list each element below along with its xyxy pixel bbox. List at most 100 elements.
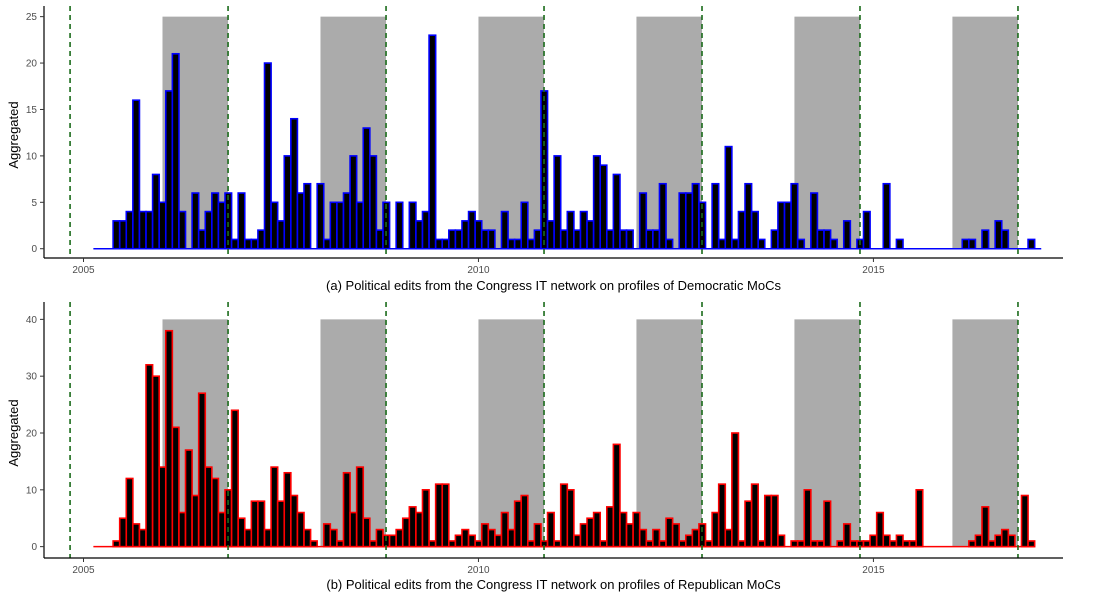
bar — [1020, 494, 1029, 548]
bar — [816, 229, 825, 250]
bar — [744, 500, 753, 548]
bar — [573, 229, 582, 250]
bar — [303, 182, 312, 250]
bar — [836, 540, 845, 548]
bar — [132, 523, 141, 548]
y-tick-label: 40 — [26, 315, 38, 326]
bar — [1000, 528, 1010, 548]
bar — [908, 540, 917, 548]
bar — [638, 528, 648, 548]
bar — [322, 238, 332, 250]
bar — [678, 540, 687, 548]
bar — [461, 220, 470, 250]
bar — [915, 489, 924, 548]
bar — [810, 540, 819, 548]
bar — [164, 90, 174, 250]
bar — [652, 528, 661, 548]
bar — [823, 500, 832, 548]
bar — [151, 173, 160, 250]
bar — [191, 192, 200, 250]
bar — [527, 540, 536, 548]
bar — [711, 182, 720, 250]
bar — [375, 528, 384, 548]
bar — [599, 164, 608, 250]
bar — [507, 528, 516, 548]
bar — [579, 210, 588, 250]
bar — [467, 210, 476, 250]
bar — [566, 489, 575, 548]
bar — [869, 534, 878, 548]
bar — [290, 494, 299, 548]
x-tick-label: 2015 — [862, 265, 885, 276]
bar — [184, 449, 193, 548]
bar — [349, 155, 358, 250]
bar — [243, 528, 253, 548]
y-tick-label: 10 — [26, 485, 38, 496]
bar — [533, 523, 542, 548]
bar — [691, 528, 700, 548]
bar — [579, 523, 588, 548]
bar — [770, 229, 779, 250]
bar — [796, 540, 806, 548]
bar — [632, 511, 641, 548]
bar — [421, 489, 430, 548]
bar — [895, 238, 904, 250]
bar — [684, 192, 694, 250]
bar — [559, 229, 569, 250]
bar — [197, 392, 207, 548]
bar — [592, 511, 602, 548]
y-axis-title: Aggregated — [6, 399, 21, 466]
bar — [230, 238, 239, 250]
bar — [243, 238, 253, 250]
bar — [171, 426, 180, 548]
bar — [217, 201, 226, 250]
bar — [994, 220, 1003, 250]
bar — [553, 155, 562, 250]
bar — [638, 192, 648, 250]
x-tick-label: 2005 — [72, 565, 95, 576]
bar — [599, 540, 608, 548]
bar — [717, 238, 727, 250]
bar — [770, 494, 779, 548]
bar — [566, 210, 575, 250]
bar — [178, 210, 187, 250]
bar — [434, 238, 444, 250]
bar — [994, 534, 1003, 548]
shaded-period — [478, 319, 545, 547]
bar — [513, 238, 523, 250]
bar — [1027, 238, 1036, 250]
bar — [842, 523, 852, 548]
bar — [349, 511, 358, 548]
bar — [454, 534, 463, 548]
bar — [263, 528, 272, 548]
bar — [895, 534, 904, 548]
bar — [441, 483, 450, 548]
bar — [434, 483, 444, 548]
bar — [586, 220, 595, 250]
bar — [487, 229, 496, 250]
bar — [902, 540, 911, 548]
bar — [448, 229, 457, 250]
bar — [112, 220, 121, 250]
bar — [500, 511, 509, 548]
bar — [112, 540, 121, 548]
bar — [757, 238, 766, 250]
bar — [494, 534, 503, 548]
bar — [658, 182, 667, 250]
bar — [605, 229, 615, 250]
bar — [448, 540, 457, 548]
bar — [546, 220, 555, 250]
bar — [612, 443, 621, 548]
bar — [711, 511, 720, 548]
bar — [171, 52, 180, 250]
bar — [1007, 534, 1016, 548]
bar — [257, 229, 266, 250]
bar — [336, 201, 345, 250]
bar — [250, 238, 259, 250]
bar — [145, 364, 154, 548]
bar — [197, 229, 207, 250]
bar — [1027, 540, 1036, 548]
bar — [283, 471, 292, 548]
bar — [777, 534, 786, 548]
bar — [329, 201, 338, 250]
